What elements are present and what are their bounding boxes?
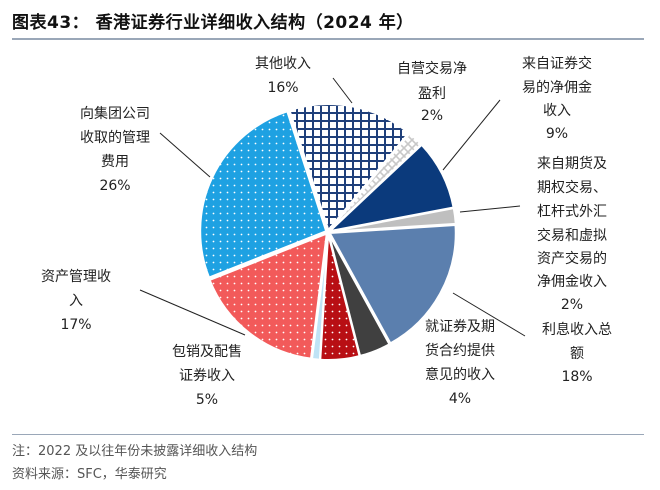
- footer-source: 资料来源：SFC，华泰研究: [12, 467, 167, 482]
- slice-label: 就证券及期: [425, 319, 495, 335]
- slice-value-label: 17%: [60, 317, 91, 333]
- slice-label: 易的净佣金: [522, 80, 592, 96]
- slice-label: 入: [69, 293, 83, 309]
- slice-label: 交易和虚拟: [537, 227, 607, 244]
- slice-label: 杠杆式外汇: [537, 204, 607, 220]
- slice-label: 来自证券交: [522, 55, 592, 72]
- title-divider: [12, 38, 644, 40]
- slice-value-label: 2%: [561, 297, 583, 313]
- footer-divider: [12, 434, 644, 435]
- slice-label: 额: [570, 346, 584, 362]
- pie-slice: [310, 233, 329, 361]
- slice-label: 其他收入: [255, 56, 311, 72]
- chart-title: 图表43： 香港证券行业详细收入结构（2024 年）: [12, 13, 414, 33]
- pie-slice: [208, 232, 328, 360]
- pie-slice: [328, 223, 457, 345]
- slice-label: 收取的管理: [80, 130, 150, 146]
- pie-slice: [288, 103, 411, 233]
- slice-label: 利息收入总: [542, 321, 612, 338]
- slice-label: 资产交易的: [537, 250, 607, 267]
- footer-note: 注：2022 及以往年份未披露详细收入结构: [12, 444, 258, 459]
- pie-slice: [199, 110, 328, 279]
- pie-slice: [329, 206, 457, 233]
- slice-label: 包销及配售: [172, 344, 242, 360]
- leader-line: [159, 132, 211, 178]
- slice-label: 自营交易净: [397, 60, 467, 77]
- slice-label: 期权交易、: [537, 179, 607, 196]
- slice-label: 意见的收入: [425, 366, 495, 383]
- slice-value-label: 4%: [449, 391, 471, 407]
- leader-line: [442, 99, 501, 171]
- leader-line: [452, 292, 526, 337]
- slice-label: 货合约提供: [425, 342, 495, 359]
- slice-label: 盈利: [418, 86, 446, 102]
- slice-value-label: 18%: [561, 369, 592, 385]
- slice-value-label: 16%: [267, 80, 298, 96]
- slice-label: 资产管理收: [41, 269, 111, 285]
- slice-label: 费用: [101, 154, 129, 170]
- leader-line: [459, 205, 521, 213]
- leader-line: [332, 77, 353, 104]
- slice-label: 收入: [543, 103, 571, 119]
- slice-value-label: 2%: [421, 108, 443, 124]
- slice-label: 来自期货及: [537, 155, 607, 172]
- slice-label: 净佣金收入: [537, 274, 607, 290]
- slice-label: 证券收入: [179, 368, 235, 384]
- slice-value-label: 26%: [99, 178, 130, 194]
- slice-value-label: 5%: [196, 392, 218, 408]
- leader-line: [139, 289, 246, 336]
- slice-value-label: 9%: [546, 126, 568, 142]
- slice-label: 向集团公司: [80, 105, 150, 122]
